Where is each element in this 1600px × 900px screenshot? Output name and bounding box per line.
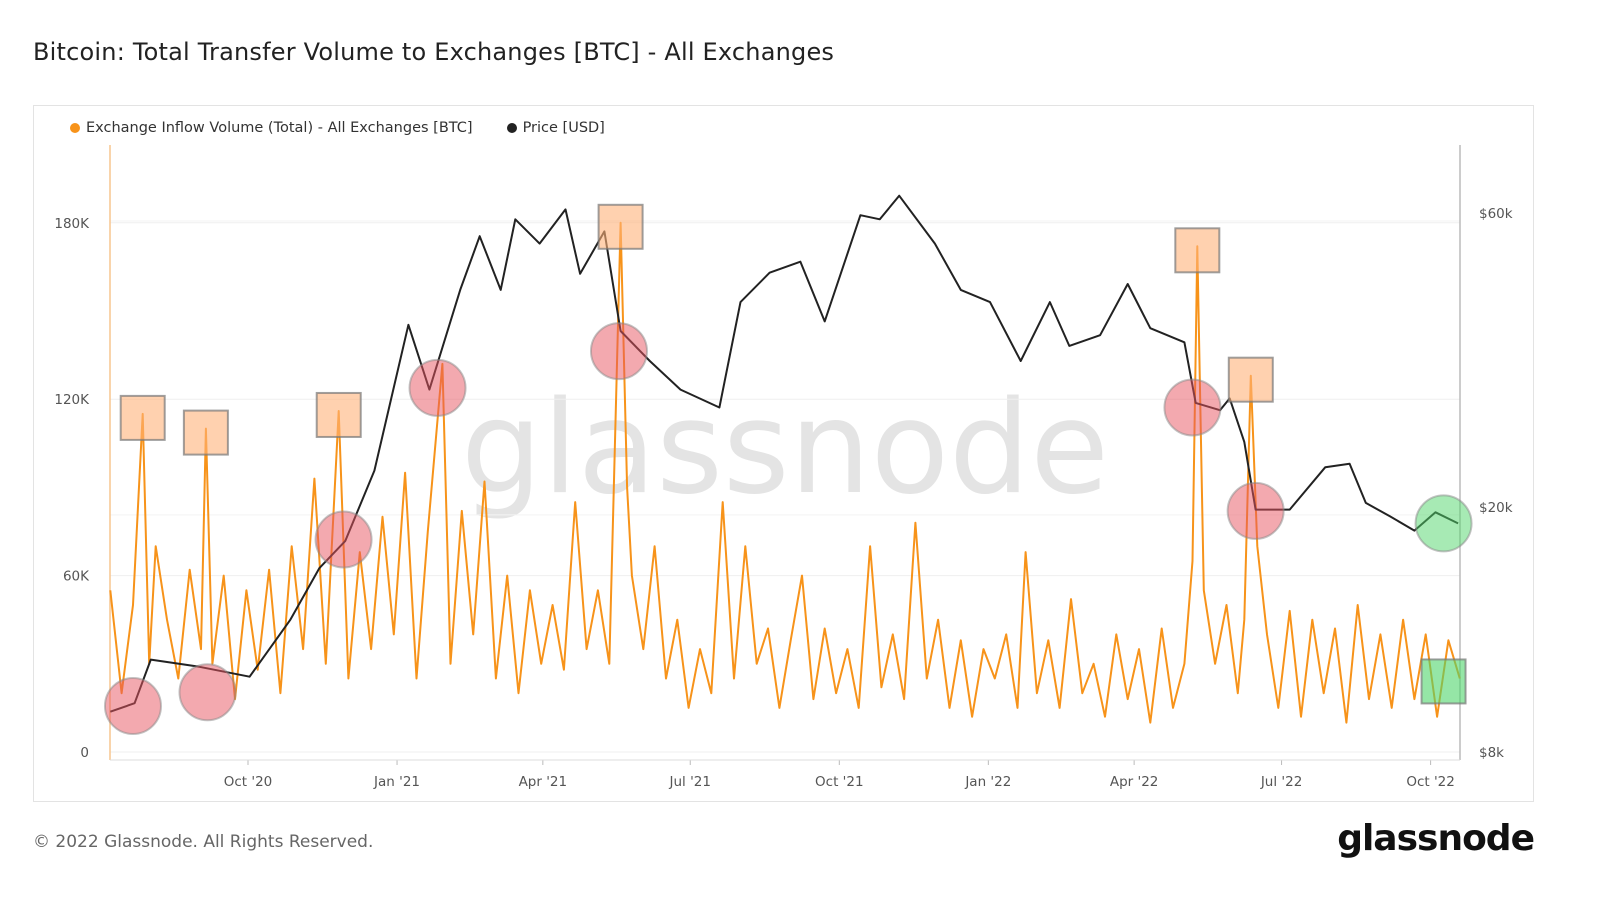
x-tick-label: Apr '21 [519,774,568,790]
x-tick-label: Oct '21 [815,774,864,790]
glassnode-logo[interactable]: glassnode [1337,818,1535,859]
highlight-circle [103,677,162,736]
chart-title: Bitcoin: Total Transfer Volume to Exchan… [33,38,835,66]
legend-dot-inflow [70,123,80,133]
x-tick-label: Oct '22 [1406,774,1455,790]
highlight-box [597,203,644,250]
highlight-box [182,409,229,456]
y-left-tick-label: 180K [54,216,90,232]
highlight-box [1227,356,1274,403]
axes: 0 60K 120K 180K $8k $20k $60k Oct '20 Jan '21 Apr… [54,145,1513,790]
y-right-tick-label: $20k [1479,500,1513,516]
chart-frame [33,105,1534,802]
legend-item-price[interactable]: Price [USD] [506,120,605,136]
x-tick-label: Jan '21 [373,774,420,790]
y-left-tick-label: 120K [54,392,90,408]
x-tick-label: Oct '20 [224,774,273,790]
highlight-circle [178,663,237,722]
highlight-circle [1414,494,1473,553]
price-line [109,194,1459,713]
highlight-circle [1226,481,1285,540]
x-tick-label: Jul '22 [1260,774,1302,790]
x-tick-label: Apr '22 [1110,774,1159,790]
highlight-box [315,391,362,438]
legend-label: Exchange Inflow Volume (Total) - All Exc… [86,120,473,136]
y-left-tick-label: 0 [80,745,89,761]
highlight-circle [314,510,373,569]
x-tick-label: Jul '21 [669,774,711,790]
annotations [103,203,1473,736]
legend-dot-price [506,123,517,133]
y-right-tick-label: $8k [1479,745,1504,761]
y-right-tick-label: $60k [1479,206,1513,222]
legend-label: Price [USD] [522,120,605,136]
highlight-box [1174,227,1221,274]
highlight-box [119,394,166,441]
highlight-circle [589,322,648,381]
highlight-circle [1163,378,1222,437]
highlight-box [1420,658,1467,705]
x-tick-label: Jan '22 [964,774,1011,790]
series [109,194,1461,724]
legend-item-inflow[interactable]: Exchange Inflow Volume (Total) - All Exc… [70,120,473,136]
highlight-circle [408,358,467,417]
y-left-tick-label: 60K [63,569,90,585]
inflow-line [109,221,1461,724]
watermark: glassnode [461,374,1109,523]
legend: Exchange Inflow Volume (Total) - All Exc… [70,120,605,136]
copyright: © 2022 Glassnode. All Rights Reserved. [33,832,374,852]
